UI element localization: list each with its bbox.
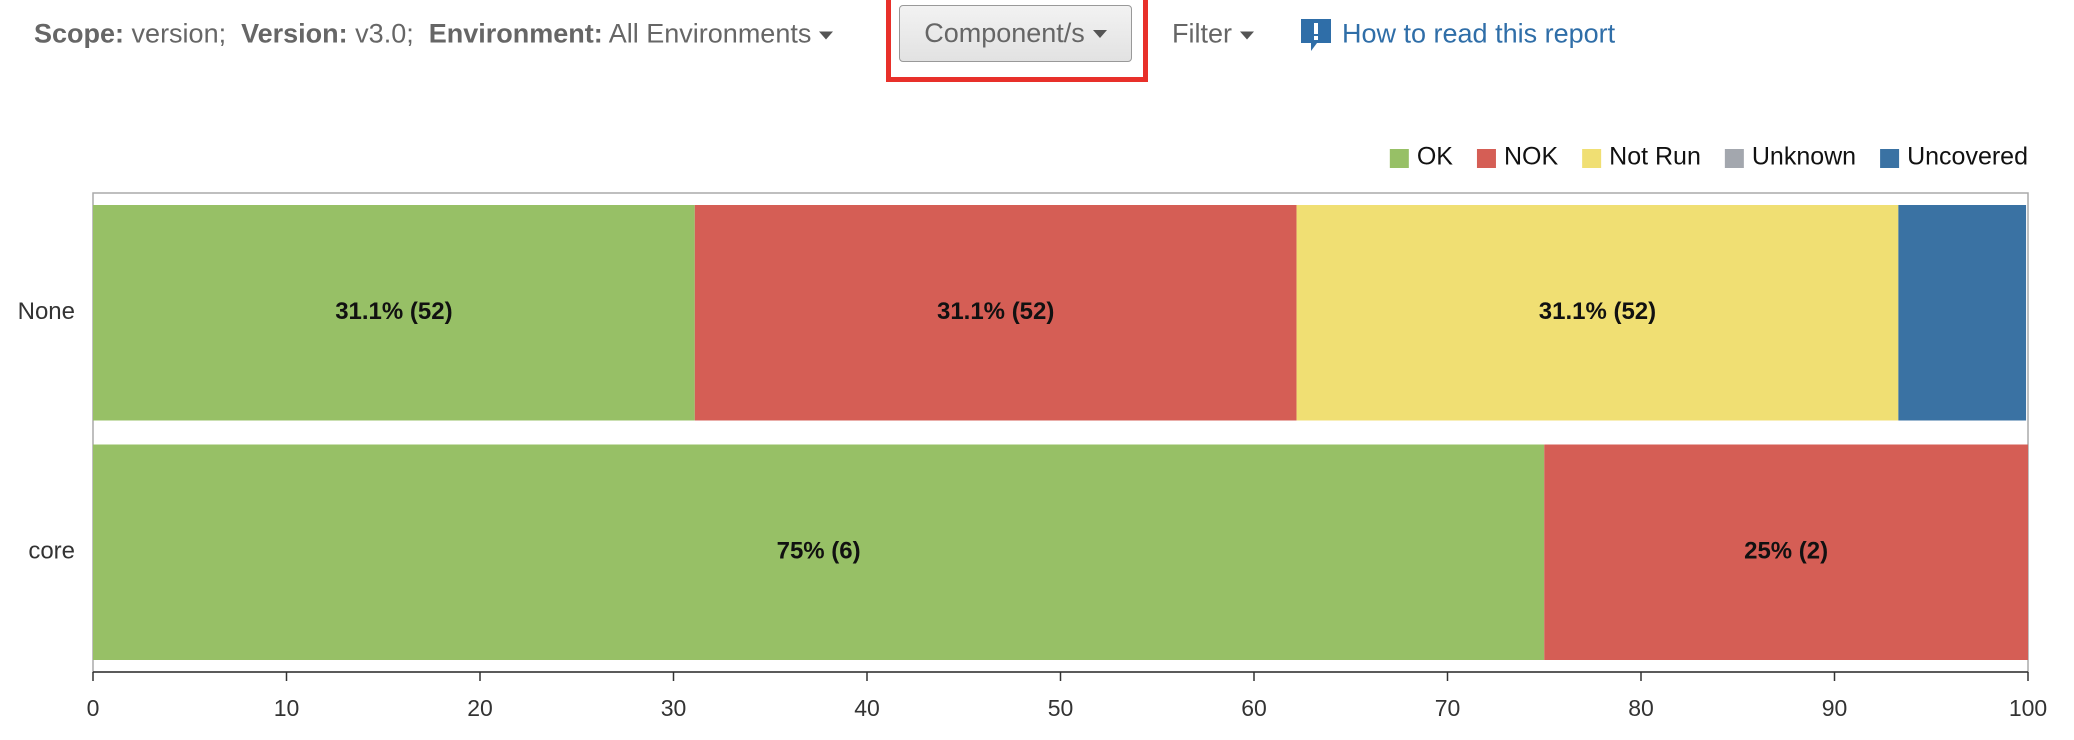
help-link[interactable]: How to read this report	[1342, 19, 1615, 50]
data-label: 25% (2)	[1744, 538, 1828, 565]
x-tick-label: 60	[1241, 695, 1267, 721]
x-tick-label: 40	[854, 695, 880, 721]
data-label: 31.1% (52)	[937, 298, 1054, 325]
bar-segment	[694, 205, 1297, 421]
legend-swatch	[1724, 149, 1744, 168]
y-tick-label: core	[28, 538, 75, 565]
x-tick-label: 10	[274, 695, 300, 721]
bar-segment	[93, 444, 1545, 660]
data-label: 31.1% (52)	[335, 298, 452, 325]
x-tick-label: 20	[467, 695, 493, 721]
scope-info: Scope: version; Version: v3.0; Environme…	[34, 18, 834, 50]
legend-swatch	[1582, 149, 1602, 168]
legend-label: OK	[1417, 143, 1453, 171]
caret	[1240, 31, 1254, 40]
caret	[1092, 29, 1107, 38]
component-button[interactable]: Component/s	[899, 5, 1132, 62]
help-icon[interactable]	[1299, 17, 1333, 53]
legend-label: Not Run	[1609, 143, 1701, 171]
scope-label: Scope:	[34, 18, 125, 49]
data-label: 75% (6)	[777, 538, 861, 565]
help-link-text[interactable]: How to read this report	[1342, 18, 1616, 49]
legend-label: Unknown	[1752, 143, 1856, 171]
environment-label: Environment:	[428, 18, 603, 49]
y-tick-label: None	[18, 298, 75, 325]
component-label: Component/s	[924, 18, 1085, 48]
bar-segment	[1898, 205, 2027, 421]
version-label: Version:	[241, 18, 348, 49]
scope-value: version;	[131, 18, 227, 49]
bar-segment	[1296, 205, 1899, 421]
version-value: v3.0;	[355, 18, 414, 49]
x-tick-label: 100	[2009, 695, 2047, 721]
caret	[819, 31, 834, 40]
data-label: 31.1% (52)	[1539, 298, 1656, 325]
legend-label: Uncovered	[1907, 143, 2028, 171]
x-tick-label: 70	[1435, 695, 1461, 721]
environment-value: All Environments	[608, 18, 812, 49]
legend-swatch	[1389, 149, 1409, 168]
x-tick-label: 50	[1048, 695, 1074, 721]
x-tick-label: 80	[1628, 695, 1654, 721]
bar-segment	[1544, 444, 2028, 660]
legend-swatch	[1476, 149, 1496, 168]
filter-label: Filter	[1172, 18, 1232, 49]
legend-swatch	[1880, 149, 1900, 168]
x-tick-label: 30	[661, 695, 687, 721]
highlight-box	[886, 0, 1148, 82]
x-tick-label: 90	[1822, 695, 1848, 721]
legend-label: NOK	[1504, 143, 1559, 171]
filter-dropdown[interactable]: Filter	[1172, 19, 1254, 50]
x-tick-label: 0	[87, 695, 100, 721]
environment-dropdown[interactable]: Environment: All Environments	[429, 19, 834, 49]
bar-segment	[93, 205, 695, 421]
